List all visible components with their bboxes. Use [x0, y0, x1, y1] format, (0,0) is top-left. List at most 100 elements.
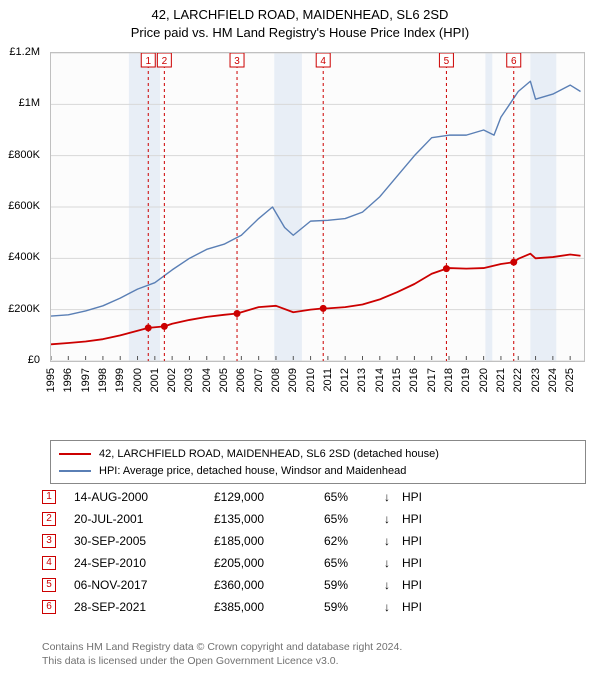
legend-item: HPI: Average price, detached house, Wind…	[59, 462, 577, 479]
y-tick-label: £800K	[8, 149, 40, 161]
x-tick-label: 2008	[270, 368, 282, 392]
x-tick-label: 2003	[183, 368, 195, 392]
legend-swatch	[59, 453, 91, 455]
sale-date: 30-SEP-2005	[74, 534, 214, 548]
plot-area: 12 3 4 5 6	[50, 52, 585, 362]
table-row: 3 30-SEP-2005£185,00062%↓HPI	[42, 530, 422, 552]
hpi-label: HPI	[402, 578, 422, 592]
sale-price: £135,000	[214, 512, 324, 526]
hpi-label: HPI	[402, 490, 422, 504]
hpi-label: HPI	[402, 556, 422, 570]
svg-text:3: 3	[234, 56, 240, 67]
legend-label: 42, LARCHFIELD ROAD, MAIDENHEAD, SL6 2SD…	[99, 448, 439, 460]
sale-date: 24-SEP-2010	[74, 556, 214, 570]
sale-marker-icon: 2	[42, 512, 56, 526]
down-arrow-icon: ↓	[384, 490, 402, 504]
sales-table: 114-AUG-2000£129,00065%↓HPI220-JUL-2001£…	[42, 486, 422, 618]
sale-price: £185,000	[214, 534, 324, 548]
sale-price: £385,000	[214, 600, 324, 614]
sale-pct: 65%	[324, 490, 384, 504]
y-tick-label: £600K	[8, 200, 40, 212]
down-arrow-icon: ↓	[384, 578, 402, 592]
x-tick-label: 2016	[408, 368, 420, 392]
sale-marker-icon: 4	[42, 556, 56, 570]
down-arrow-icon: ↓	[384, 512, 402, 526]
x-tick-label: 2011	[322, 368, 334, 392]
table-row: 4 24-SEP-2010£205,00065%↓HPI	[42, 552, 422, 574]
x-tick-label: 1999	[114, 368, 126, 392]
x-tick-label: 2024	[547, 368, 559, 392]
x-tick-label: 2021	[495, 368, 507, 392]
down-arrow-icon: ↓	[384, 534, 402, 548]
title-address: 42, LARCHFIELD ROAD, MAIDENHEAD, SL6 2SD	[0, 6, 600, 24]
x-tick-label: 2015	[391, 368, 403, 392]
x-tick-label: 2019	[460, 368, 472, 392]
sale-marker-icon: 6	[42, 600, 56, 614]
x-tick-label: 2012	[339, 368, 351, 392]
down-arrow-icon: ↓	[384, 556, 402, 570]
table-row: 114-AUG-2000£129,00065%↓HPI	[42, 486, 422, 508]
hpi-label: HPI	[402, 600, 422, 614]
table-row: 6 28-SEP-2021£385,00059%↓HPI	[42, 596, 422, 618]
svg-text:5: 5	[444, 56, 450, 67]
sale-marker-icon: 5	[42, 578, 56, 592]
x-tick-label: 2020	[478, 368, 490, 392]
x-tick-label: 2018	[443, 368, 455, 392]
table-row: 2 20-JUL-2001£135,00065%↓HPI	[42, 508, 422, 530]
y-tick-label: £400K	[8, 251, 40, 263]
x-tick-label: 2023	[530, 368, 542, 392]
chart-area: £0 £200K £400K £600K £800K £1M £1.2M 12 3 4 5 6 19…	[0, 42, 600, 432]
x-tick-label: 2000	[132, 368, 144, 392]
legend-box: 42, LARCHFIELD ROAD, MAIDENHEAD, SL6 2SD…	[50, 440, 586, 484]
sale-pct: 59%	[324, 600, 384, 614]
y-tick-label: £0	[28, 354, 40, 366]
x-tick-label: 2014	[374, 368, 386, 392]
svg-text:1: 1	[145, 56, 151, 67]
sale-price: £360,000	[214, 578, 324, 592]
x-tick-label: 2002	[166, 368, 178, 392]
hpi-label: HPI	[402, 534, 422, 548]
svg-text:6: 6	[511, 56, 517, 67]
x-tick-label: 2007	[253, 368, 265, 392]
footer-line2: This data is licensed under the Open Gov…	[42, 654, 402, 668]
x-tick-label: 2010	[305, 368, 317, 392]
svg-text:4: 4	[320, 56, 326, 67]
sale-date: 14-AUG-2000	[74, 490, 214, 504]
x-tick-label: 1996	[62, 368, 74, 392]
sale-marker-icon: 3	[42, 534, 56, 548]
x-tick-label: 1998	[97, 368, 109, 392]
sale-date: 28-SEP-2021	[74, 600, 214, 614]
chart-container: 42, LARCHFIELD ROAD, MAIDENHEAD, SL6 2SD…	[0, 0, 600, 680]
sale-pct: 62%	[324, 534, 384, 548]
sale-pct: 65%	[324, 512, 384, 526]
x-tick-label: 2025	[564, 368, 576, 392]
svg-text:2: 2	[162, 56, 168, 67]
sale-marker-icon: 1	[42, 490, 56, 504]
sale-price: £205,000	[214, 556, 324, 570]
sale-date: 20-JUL-2001	[74, 512, 214, 526]
footer: Contains HM Land Registry data © Crown c…	[42, 640, 402, 668]
y-tick-label: £200K	[8, 303, 40, 315]
x-tick-label: 1997	[80, 368, 92, 392]
table-row: 5 06-NOV-2017£360,00059%↓HPI	[42, 574, 422, 596]
x-tick-label: 1995	[45, 368, 57, 392]
x-tick-label: 2013	[356, 368, 368, 392]
legend-swatch	[59, 470, 91, 472]
title-block: 42, LARCHFIELD ROAD, MAIDENHEAD, SL6 2SD…	[0, 0, 600, 41]
x-tick-label: 2017	[426, 368, 438, 392]
x-tick-label: 2001	[149, 368, 161, 392]
sale-date: 06-NOV-2017	[74, 578, 214, 592]
sale-pct: 65%	[324, 556, 384, 570]
hpi-label: HPI	[402, 512, 422, 526]
legend-item: 42, LARCHFIELD ROAD, MAIDENHEAD, SL6 2SD…	[59, 445, 577, 462]
down-arrow-icon: ↓	[384, 600, 402, 614]
legend-label: HPI: Average price, detached house, Wind…	[99, 465, 406, 477]
footer-line1: Contains HM Land Registry data © Crown c…	[42, 640, 402, 654]
x-tick-label: 2005	[218, 368, 230, 392]
x-tick-label: 2009	[287, 368, 299, 392]
y-tick-label: £1M	[19, 97, 40, 109]
y-tick-label: £1.2M	[9, 46, 40, 58]
sale-pct: 59%	[324, 578, 384, 592]
title-subtitle: Price paid vs. HM Land Registry's House …	[0, 24, 600, 42]
x-tick-label: 2022	[512, 368, 524, 392]
